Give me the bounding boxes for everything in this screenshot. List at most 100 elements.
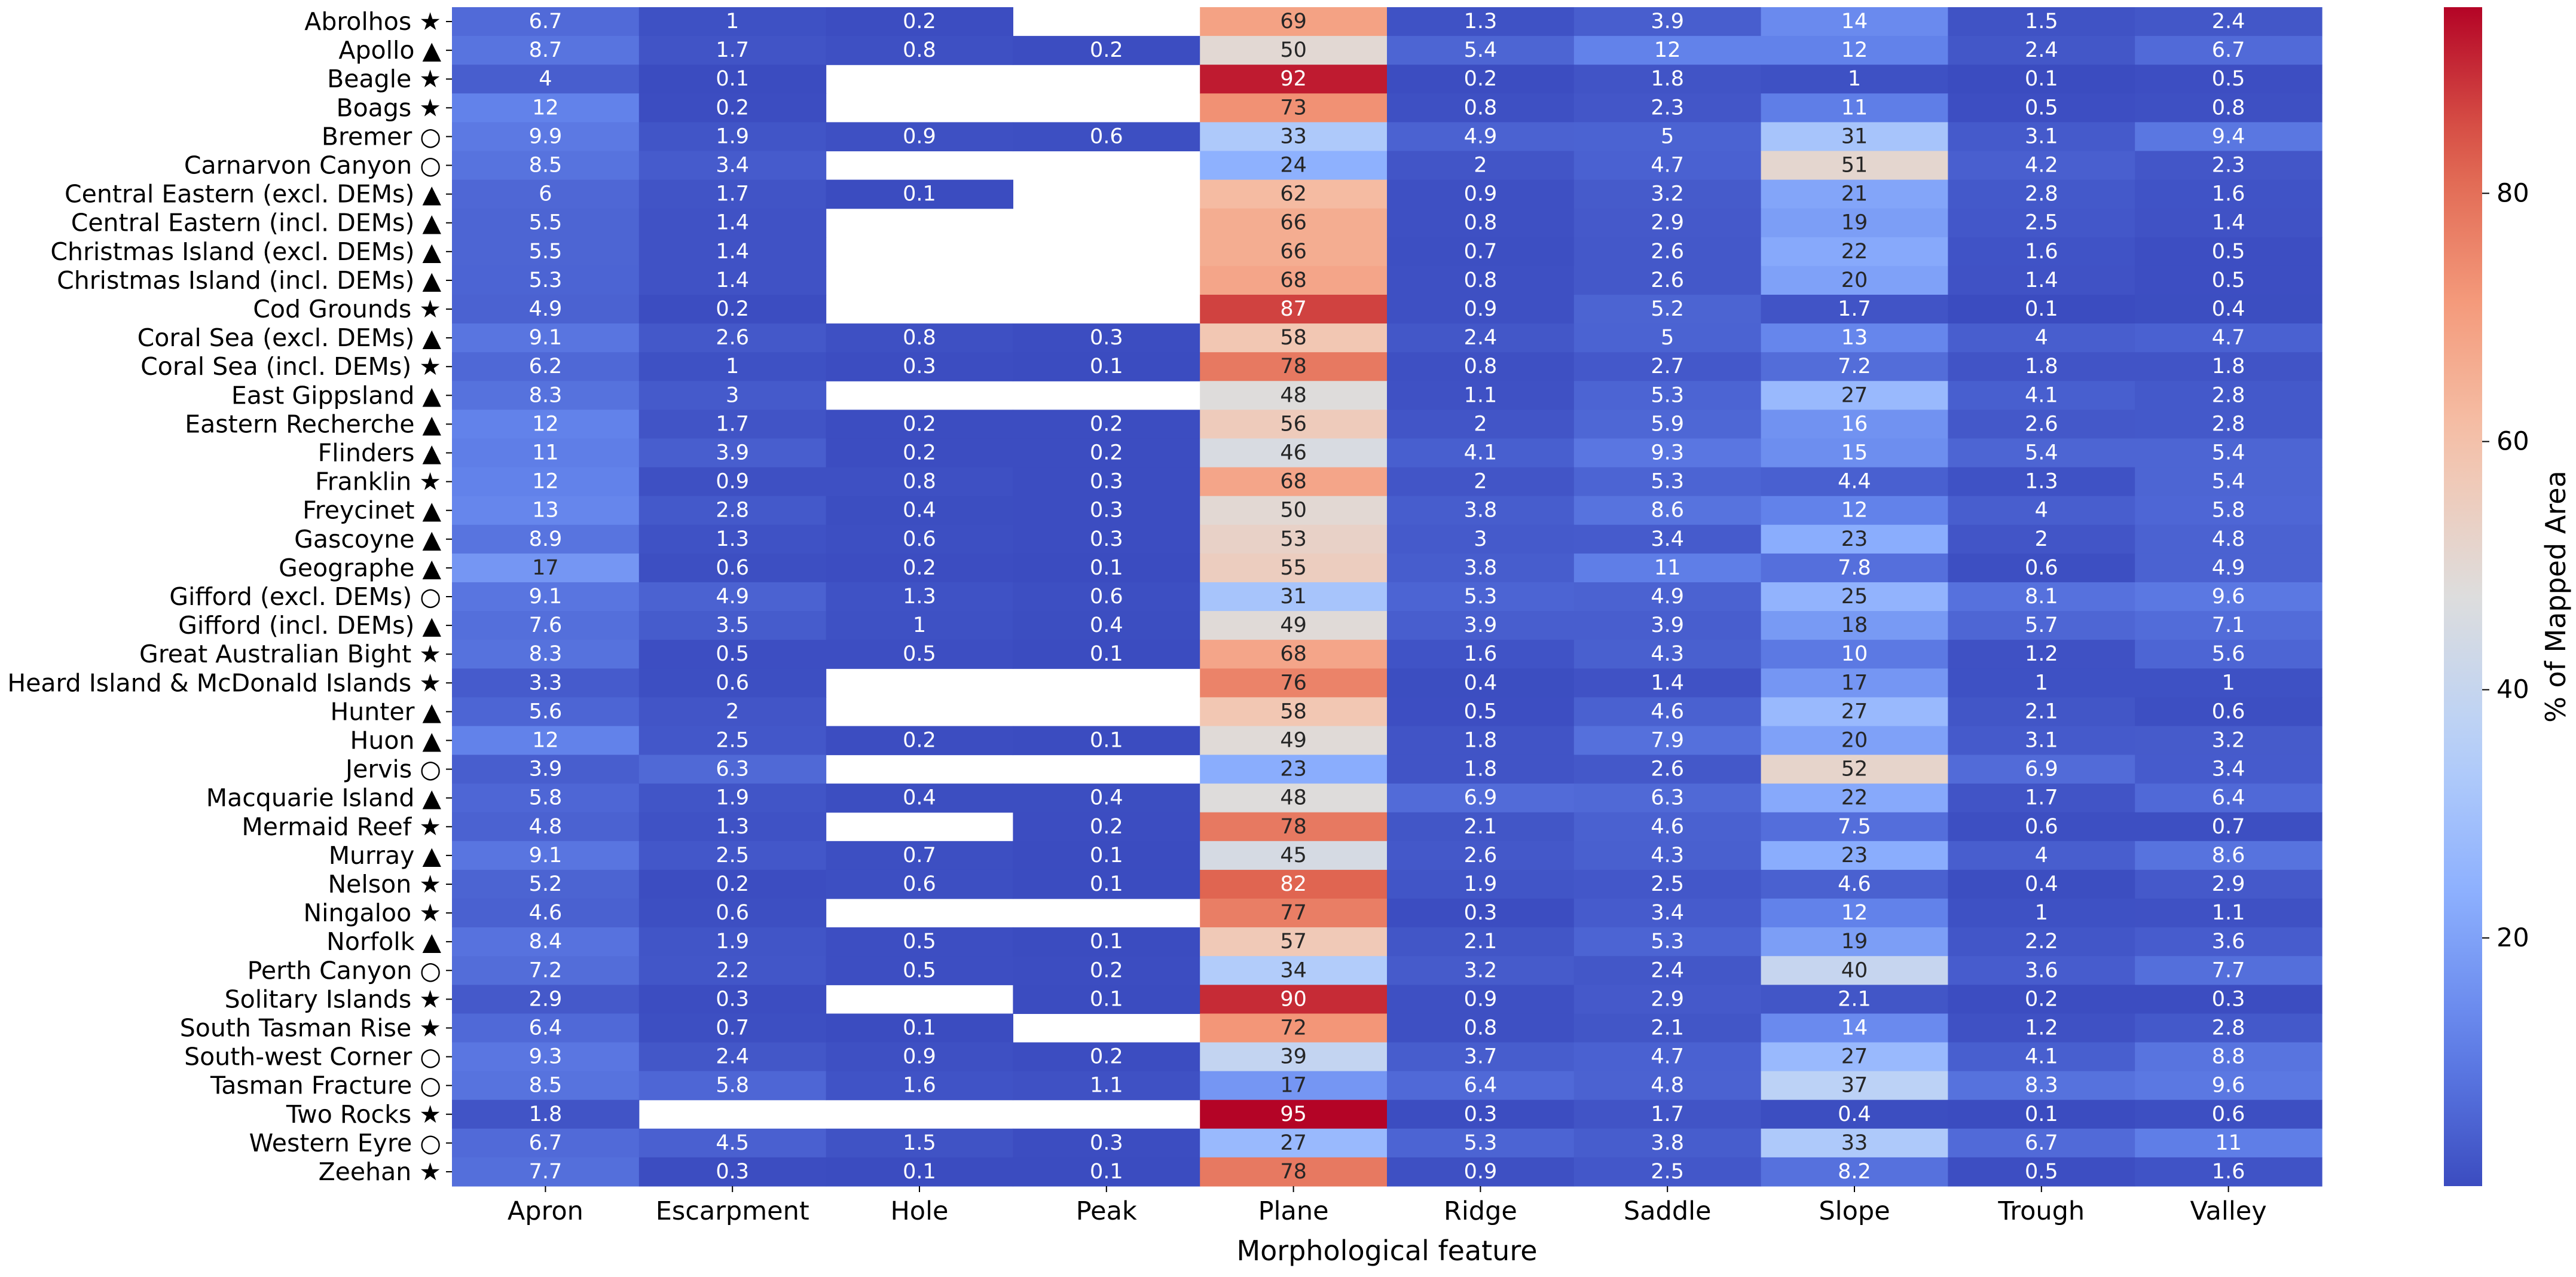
cell-label-eastern-recherche-escarpment: 1.7 — [716, 412, 749, 436]
cell-freycinet-trough — [1948, 496, 2135, 526]
cell-label-gifford-excl-dems-peak: 0.6 — [1090, 585, 1123, 609]
cell-label-coral-sea-incl-dems-peak: 0.1 — [1090, 355, 1123, 378]
cell-great-australian-bight-ridge — [1387, 640, 1575, 669]
cell-ningaloo-escarpment — [638, 899, 827, 928]
cell-label-carnarvon-canyon-trough: 4.2 — [2025, 154, 2058, 178]
cell-label-east-gippsland-ridge: 1.1 — [1464, 383, 1498, 407]
cell-label-norfolk-escarpment: 1.9 — [716, 930, 749, 954]
cell-label-tasman-fracture-escarpment: 5.8 — [716, 1074, 749, 1098]
cell-label-solitary-islands-apron: 2.9 — [529, 987, 563, 1011]
cell-zeehan-slope — [1761, 1157, 1948, 1187]
cell-label-franklin-peak: 0.3 — [1090, 470, 1123, 494]
cell-abrolhos-slope — [1761, 7, 1948, 36]
cell-eastern-recherche-escarpment — [638, 410, 827, 439]
cell-gascoyne-apron — [452, 524, 640, 554]
cell-abrolhos-hole — [826, 7, 1013, 36]
cell-label-macquarie-island-slope: 22 — [1841, 786, 1868, 810]
cell-label-nelson-hole: 0.6 — [903, 872, 936, 896]
cell-christmas-island-incl-dems-slope — [1761, 265, 1948, 295]
cell-coral-sea-excl-dems-hole — [826, 323, 1013, 353]
cell-label-great-australian-bight-trough: 1.2 — [2025, 642, 2058, 666]
cell-label-abrolhos-hole: 0.2 — [903, 10, 936, 33]
cell-label-abrolhos-ridge: 1.3 — [1464, 10, 1498, 33]
cell-perth-canyon-saddle — [1573, 956, 1762, 985]
cell-label-east-gippsland-trough: 4.1 — [2025, 383, 2058, 407]
cell-label-gifford-excl-dems-escarpment: 4.9 — [716, 585, 749, 609]
cell-label-jervis-escarpment: 6.3 — [716, 757, 749, 781]
cell-coral-sea-excl-dems-trough — [1948, 323, 2135, 353]
cell-coral-sea-incl-dems-escarpment — [638, 352, 827, 381]
cell-label-geographe-escarpment: 0.6 — [716, 556, 749, 580]
cell-label-coral-sea-incl-dems-apron: 6.2 — [529, 355, 563, 378]
cell-apollo-valley — [2135, 36, 2323, 65]
cell-carnarvon-canyon-saddle — [1573, 151, 1762, 181]
cell-gascoyne-slope — [1761, 524, 1948, 554]
cell-macquarie-island-ridge — [1387, 783, 1575, 813]
cell-label-heard-island-mcdonald-islands-apron: 3.3 — [529, 671, 563, 695]
cell-flinders-ridge — [1387, 438, 1575, 468]
cell-label-bremer-saddle: 5 — [1661, 124, 1674, 148]
row-label-apollo: Apollo ▲ — [338, 36, 441, 65]
cell-murray-peak — [1013, 841, 1200, 870]
cell-south-west-corner-escarpment — [638, 1042, 827, 1072]
cell-franklin-valley — [2135, 467, 2323, 497]
cell-freycinet-saddle — [1573, 496, 1762, 526]
cell-label-nelson-trough: 0.4 — [2025, 872, 2058, 896]
cell-south-west-corner-saddle — [1573, 1042, 1762, 1072]
cell-label-beagle-trough: 0.1 — [2025, 67, 2058, 91]
row-label-ningaloo: Ningaloo ★ — [303, 899, 441, 927]
cell-label-tasman-fracture-slope: 37 — [1841, 1074, 1868, 1098]
cell-label-perth-canyon-saddle: 2.4 — [1651, 958, 1684, 982]
cell-perth-canyon-ridge — [1387, 956, 1575, 985]
cell-norfolk-valley — [2135, 927, 2323, 957]
cell-label-murray-slope: 23 — [1841, 844, 1868, 867]
cell-murray-trough — [1948, 841, 2135, 870]
cell-tasman-fracture-peak — [1013, 1071, 1200, 1101]
cell-label-jervis-slope: 52 — [1841, 757, 1868, 781]
cell-south-tasman-rise-valley — [2135, 1013, 2323, 1043]
cell-east-gippsland-apron — [452, 381, 640, 410]
cell-south-west-corner-peak — [1013, 1042, 1200, 1072]
cell-label-heard-island-mcdonald-islands-slope: 17 — [1841, 671, 1868, 695]
cell-label-freycinet-slope: 12 — [1841, 499, 1868, 523]
cell-hunter-trough — [1948, 697, 2135, 727]
cell-huon-slope — [1761, 726, 1948, 756]
cell-norfolk-peak — [1013, 927, 1200, 957]
cell-great-australian-bight-plane — [1200, 640, 1388, 669]
cell-label-central-eastern-excl-dems-escarpment: 1.7 — [716, 182, 749, 206]
cell-perth-canyon-escarpment — [638, 956, 827, 985]
cell-murray-valley — [2135, 841, 2323, 870]
cell-label-central-eastern-excl-dems-valley: 1.6 — [2212, 182, 2245, 206]
cell-label-south-west-corner-trough: 4.1 — [2025, 1045, 2058, 1069]
cell-label-gifford-incl-dems-slope: 18 — [1841, 613, 1868, 637]
cell-label-norfolk-saddle: 5.3 — [1651, 930, 1684, 954]
cell-mermaid-reef-ridge — [1387, 812, 1575, 842]
cell-label-ningaloo-valley: 1.1 — [2212, 901, 2245, 925]
cell-eastern-recherche-apron — [452, 410, 640, 439]
cell-label-christmas-island-excl-dems-ridge: 0.7 — [1464, 240, 1498, 264]
cell-label-ningaloo-trough: 1 — [2035, 901, 2048, 925]
cell-label-mermaid-reef-escarpment: 1.3 — [716, 815, 749, 839]
cell-flinders-saddle — [1573, 438, 1762, 468]
row-label-coral-sea-excl-dems: Coral Sea (excl. DEMs) ▲ — [137, 323, 442, 352]
cell-coral-sea-excl-dems-saddle — [1573, 323, 1762, 353]
cell-eastern-recherche-hole — [826, 410, 1013, 439]
row-label-gifford-incl-dems: Gifford (incl. DEMs) ▲ — [178, 611, 441, 640]
cell-label-mermaid-reef-ridge: 2.1 — [1464, 815, 1498, 839]
cell-cod-grounds-apron — [452, 294, 640, 324]
cell-label-gascoyne-valley: 4.8 — [2212, 527, 2245, 551]
cell-label-central-eastern-incl-dems-trough: 2.5 — [2025, 211, 2058, 235]
row-label-christmas-island-incl-dems: Christmas Island (incl. DEMs) ▲ — [57, 266, 441, 295]
cell-central-eastern-excl-dems-hole — [826, 179, 1013, 209]
cell-label-gifford-excl-dems-ridge: 5.3 — [1464, 585, 1498, 609]
cell-ningaloo-valley — [2135, 899, 2323, 928]
row-label-heard-island-mcdonald-islands: Heard Island & McDonald Islands ★ — [7, 668, 441, 697]
cell-label-franklin-hole: 0.8 — [903, 470, 936, 494]
cell-label-boags-apron: 12 — [532, 96, 559, 120]
cell-label-gifford-excl-dems-hole: 1.3 — [903, 585, 936, 609]
cell-jervis-escarpment — [638, 754, 827, 784]
cell-label-hunter-apron: 5.6 — [529, 699, 563, 723]
cell-label-east-gippsland-slope: 27 — [1841, 383, 1868, 407]
cell-boags-saddle — [1573, 93, 1762, 123]
column-label-apron: Apron — [508, 1196, 583, 1226]
